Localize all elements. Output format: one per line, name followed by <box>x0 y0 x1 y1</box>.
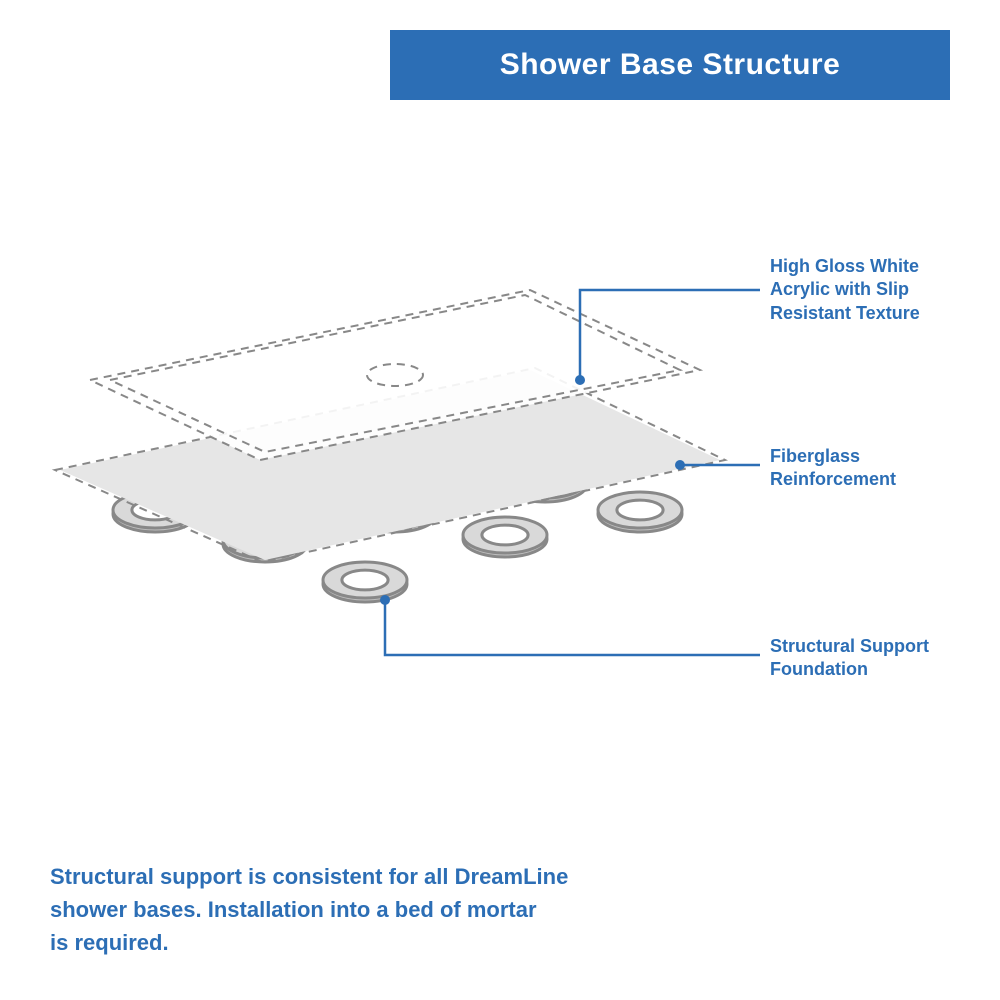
callout-line-structural <box>385 600 760 655</box>
footer-text: Structural support is consistent for all… <box>50 864 568 955</box>
support-ring <box>463 517 547 557</box>
callout-label-acrylic: High Gloss White Acrylic with Slip Resis… <box>770 255 980 325</box>
footer-note: Structural support is consistent for all… <box>50 860 750 959</box>
support-ring <box>598 492 682 532</box>
support-ring <box>323 562 407 602</box>
callout-dot-fiberglass <box>675 460 685 470</box>
callout-label-fiberglass: Fiberglass Reinforcement <box>770 445 980 492</box>
callout-dot-structural <box>380 595 390 605</box>
diagram-svg <box>0 0 1000 1000</box>
callout-dot-acrylic <box>575 375 585 385</box>
callout-label-structural: Structural Support Foundation <box>770 635 980 682</box>
